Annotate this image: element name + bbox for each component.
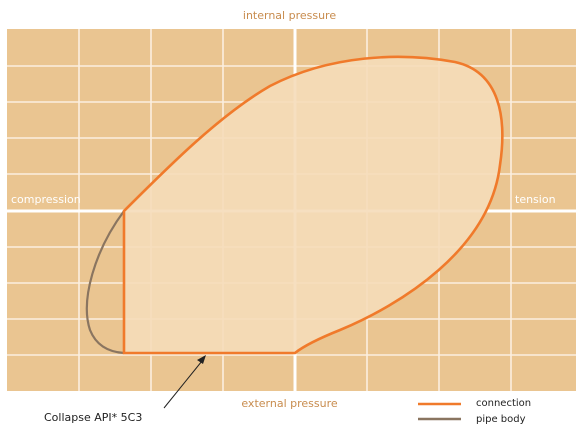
connection-envelope-fill: [124, 56, 503, 353]
axis-label-right: tension: [515, 193, 556, 206]
axis-label-bottom: external pressure: [241, 397, 338, 410]
annotation-arrow: [163, 355, 206, 409]
collapse-annotation: Collapse API* 5C3: [44, 411, 143, 424]
connection-curve: [122, 55, 504, 355]
legend-connection-label: connection: [476, 398, 532, 409]
legend-swatches: [418, 402, 461, 421]
legend-pipe-body-label: pipe body: [476, 414, 526, 425]
pipe-body-curve: [85, 210, 125, 355]
axis-label-left: compression: [11, 193, 81, 206]
axis-label-top: internal pressure: [242, 9, 337, 22]
